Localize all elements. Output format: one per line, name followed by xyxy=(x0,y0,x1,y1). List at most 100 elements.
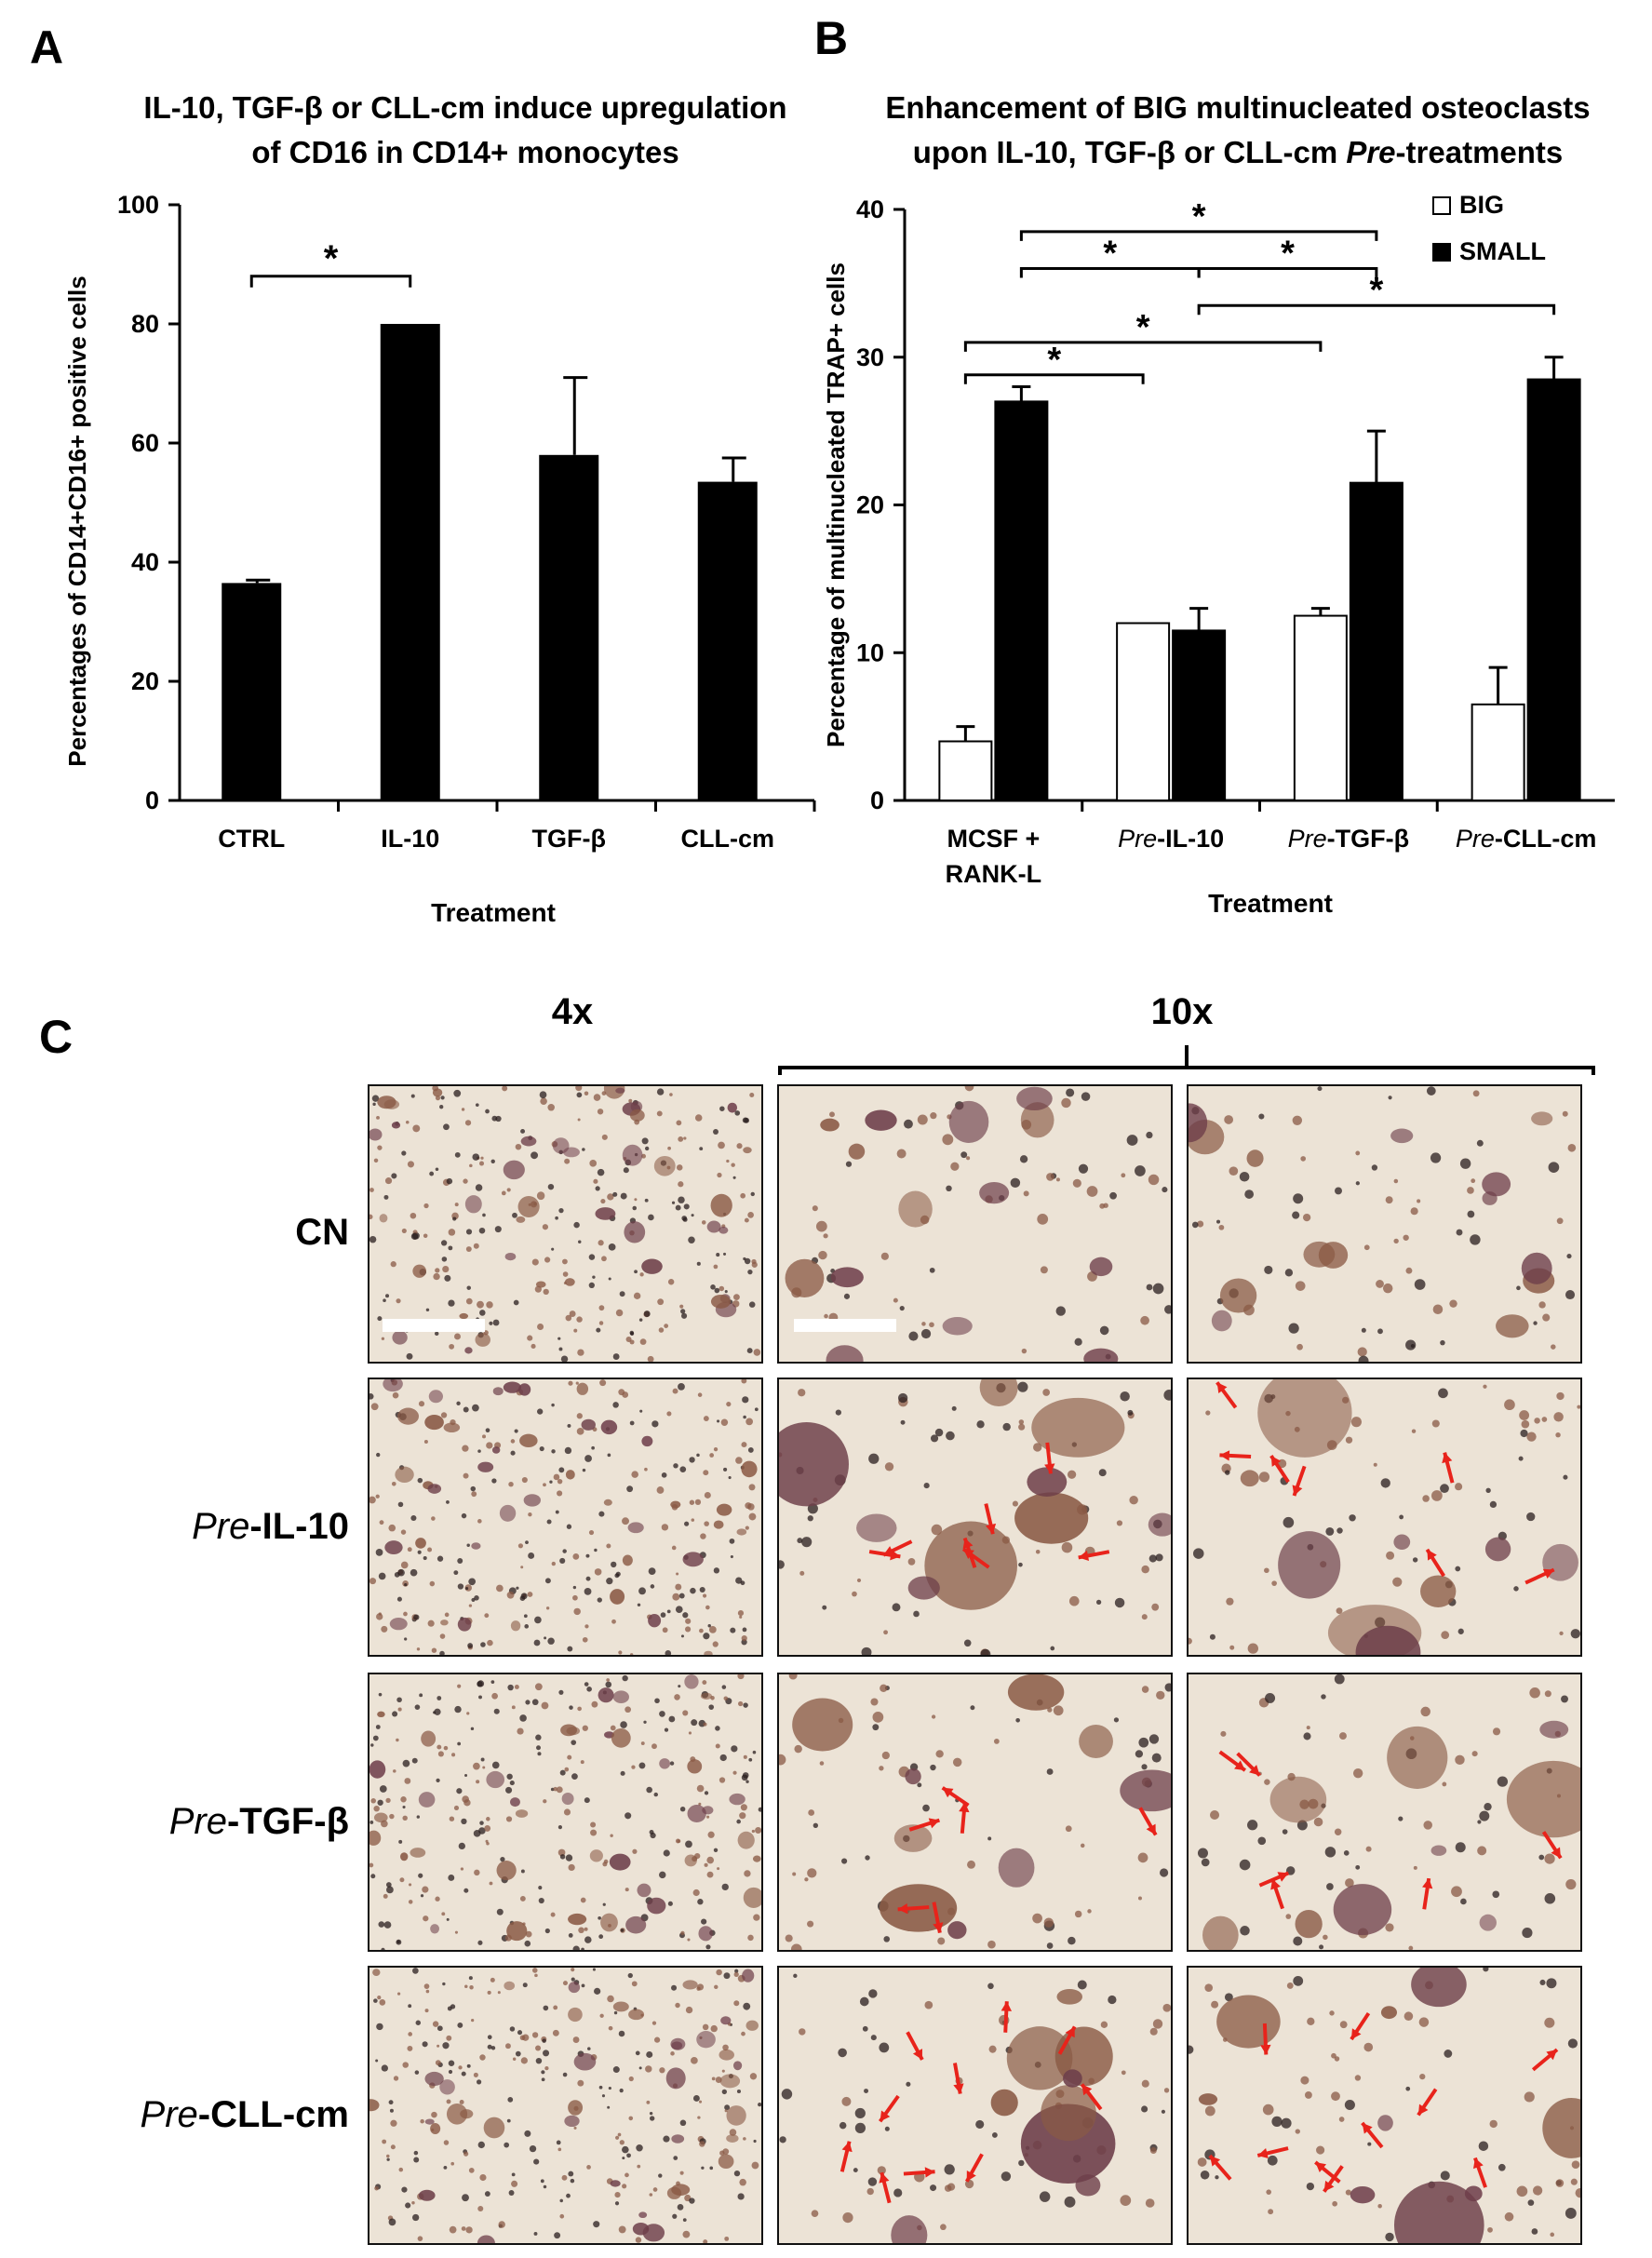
y-tick-label: 60 xyxy=(131,429,159,457)
scale-bar xyxy=(383,1319,485,1332)
bar-ctrl xyxy=(222,583,282,800)
red-arrowhead-icon xyxy=(1350,2028,1362,2040)
y-axis-label: Percentage of multinucleated TRAP+ cells xyxy=(822,262,850,747)
micrograph-pre-il10-4x xyxy=(368,1378,763,1657)
panel-c-row-label-cn: CN xyxy=(295,1212,349,1253)
red-arrowhead-icon xyxy=(1542,1568,1554,1579)
micrograph-pre-tgfb-10x-a xyxy=(777,1673,1173,1952)
significance-label-4: * xyxy=(1136,308,1150,347)
bar-tgf xyxy=(539,454,599,800)
bar-il-10 xyxy=(380,324,440,800)
panel-c-header-10x: 10x xyxy=(1150,991,1214,1032)
significance-bracket-0 xyxy=(249,275,412,288)
panel-b-letter: B xyxy=(814,12,849,64)
panel-a-title: IL-10, TGF-β or CLL-cm induce upregulati… xyxy=(102,86,828,175)
micrograph-pre-il10-10x-a xyxy=(777,1378,1173,1657)
red-arrowhead-icon xyxy=(942,1787,954,1798)
x-axis-label: Treatment xyxy=(1208,889,1333,918)
micrograph-background xyxy=(779,1968,1171,2243)
panel-b-title-line2-italic: Pre xyxy=(1346,135,1396,169)
legend-swatch-big xyxy=(1432,196,1451,215)
red-arrowhead-icon xyxy=(1277,1872,1289,1882)
panel-b-title-line2: upon IL-10, TGF-β or CLL-cm Pre-treatmen… xyxy=(838,130,1638,175)
significance-bracket-3 xyxy=(1197,303,1556,316)
significance-bracket-5 xyxy=(963,373,1145,384)
bar-big-pre-il-10 xyxy=(1116,622,1171,801)
red-arrowhead-icon xyxy=(1065,2026,1075,2038)
x-tick-label-mcsf-rank-l: MCSF + xyxy=(947,825,1040,853)
legend-label-small: SMALL xyxy=(1459,237,1546,265)
micrograph-pre-cllcm-10x-b xyxy=(1187,1966,1582,2245)
panel-c-row-label-pre-tgfb: Pre-TGF-β xyxy=(168,1801,349,1842)
panel-b-title-line2-pre: upon IL-10, TGF-β or CLL-cm xyxy=(912,135,1347,169)
bar-small-pre-il-10 xyxy=(1172,629,1227,801)
red-arrowhead-icon xyxy=(1315,2162,1327,2173)
red-arrowhead-icon xyxy=(1270,1878,1281,1890)
panel-b-title-line2-post: -treatments xyxy=(1395,135,1564,169)
bar-big-mcsf-rank-l xyxy=(938,740,993,801)
red-arrowhead-icon xyxy=(1323,2180,1335,2192)
x-tick-label-pre-tgf: Pre-TGF-β xyxy=(1288,825,1409,853)
y-tick-label: 0 xyxy=(870,786,884,814)
red-arrowhead-icon xyxy=(985,1523,997,1535)
red-arrowhead-icon xyxy=(924,2167,935,2178)
y-tick-label: 10 xyxy=(856,638,884,666)
panel-b-title-line1: Enhancement of BIG multinucleated osteoc… xyxy=(885,90,1591,125)
red-arrowhead-icon xyxy=(1260,2044,1271,2055)
panel-c-row-label-pre-cllcm: Pre-CLL-cm xyxy=(140,2094,349,2135)
red-arrowhead-icon xyxy=(1292,1485,1303,1497)
red-arrowhead-icon xyxy=(1078,1550,1090,1562)
y-tick-label: 80 xyxy=(131,310,159,338)
micrograph-background xyxy=(369,1086,761,1362)
red-arrowhead-icon xyxy=(1270,1456,1282,1467)
y-tick-label: 0 xyxy=(145,786,159,814)
red-arrowhead-icon xyxy=(880,2110,891,2122)
legend-label-big: BIG xyxy=(1459,191,1504,219)
red-arrowhead-icon xyxy=(1257,2147,1269,2159)
micrograph-cn-10x-b xyxy=(1187,1084,1582,1364)
bar-big-pre-cll-cm xyxy=(1471,703,1525,801)
red-arrowhead-icon xyxy=(1081,2084,1093,2096)
micrograph-pre-cllcm-10x-a xyxy=(777,1966,1173,2245)
bar-cll-cm xyxy=(697,481,758,800)
red-arrowhead-icon xyxy=(897,1903,908,1915)
x-tick-label-pre-il-10: Pre-IL-10 xyxy=(1118,825,1224,853)
red-arrowhead-icon xyxy=(1249,1765,1260,1776)
legend-swatch-small xyxy=(1432,243,1451,262)
significance-label-0: * xyxy=(1192,197,1206,236)
scale-bar xyxy=(794,1319,896,1332)
panel-a-title-line1: IL-10, TGF-β or CLL-cm induce upregulati… xyxy=(143,90,787,125)
y-tick-label: 100 xyxy=(117,191,159,219)
red-arrowhead-icon xyxy=(928,1818,940,1829)
significance-label-3: * xyxy=(1369,271,1383,310)
panel-c-header-4x: 4x xyxy=(551,991,594,1032)
y-tick-label: 40 xyxy=(856,195,884,223)
micrograph-pre-cllcm-4x xyxy=(368,1966,763,2245)
red-arrowhead-icon xyxy=(883,1546,895,1556)
red-arrowhead-icon xyxy=(1216,1382,1228,1393)
significance-bracket-0 xyxy=(1019,230,1378,241)
significance-bracket-2 xyxy=(1197,267,1378,278)
red-arrowhead-icon xyxy=(933,1922,944,1933)
panel-c-letter: C xyxy=(39,1011,74,1063)
red-arrowhead-icon xyxy=(1362,2122,1373,2134)
micrograph-cn-4x xyxy=(368,1084,763,1364)
red-arrowhead-icon xyxy=(959,1802,970,1813)
micrograph-background xyxy=(369,1968,761,2243)
bar-small-pre-cll-cm xyxy=(1526,378,1581,801)
significance-bracket-4 xyxy=(963,341,1323,352)
significance-label-0: * xyxy=(324,238,339,279)
panel-b-title: Enhancement of BIG multinucleated osteoc… xyxy=(838,86,1638,175)
x-tick-label-il-10: IL-10 xyxy=(381,825,439,853)
red-arrowhead-icon xyxy=(1001,2001,1013,2011)
x-tick-label-tgf: TGF-β xyxy=(532,825,606,853)
x-tick-label-line2-mcsf-rank-l: RANK-L xyxy=(946,860,1041,888)
red-arrowhead-icon xyxy=(1427,1549,1437,1561)
red-arrowhead-icon xyxy=(962,1538,974,1550)
red-arrowhead-icon xyxy=(1234,1760,1245,1771)
red-arrowhead-icon xyxy=(966,2170,976,2182)
significance-label-1: * xyxy=(1103,235,1117,274)
red-arrowhead-icon xyxy=(1219,1450,1230,1461)
red-arrowhead-icon xyxy=(912,2049,923,2060)
panel-c-10x-bracket xyxy=(778,1045,1595,1075)
